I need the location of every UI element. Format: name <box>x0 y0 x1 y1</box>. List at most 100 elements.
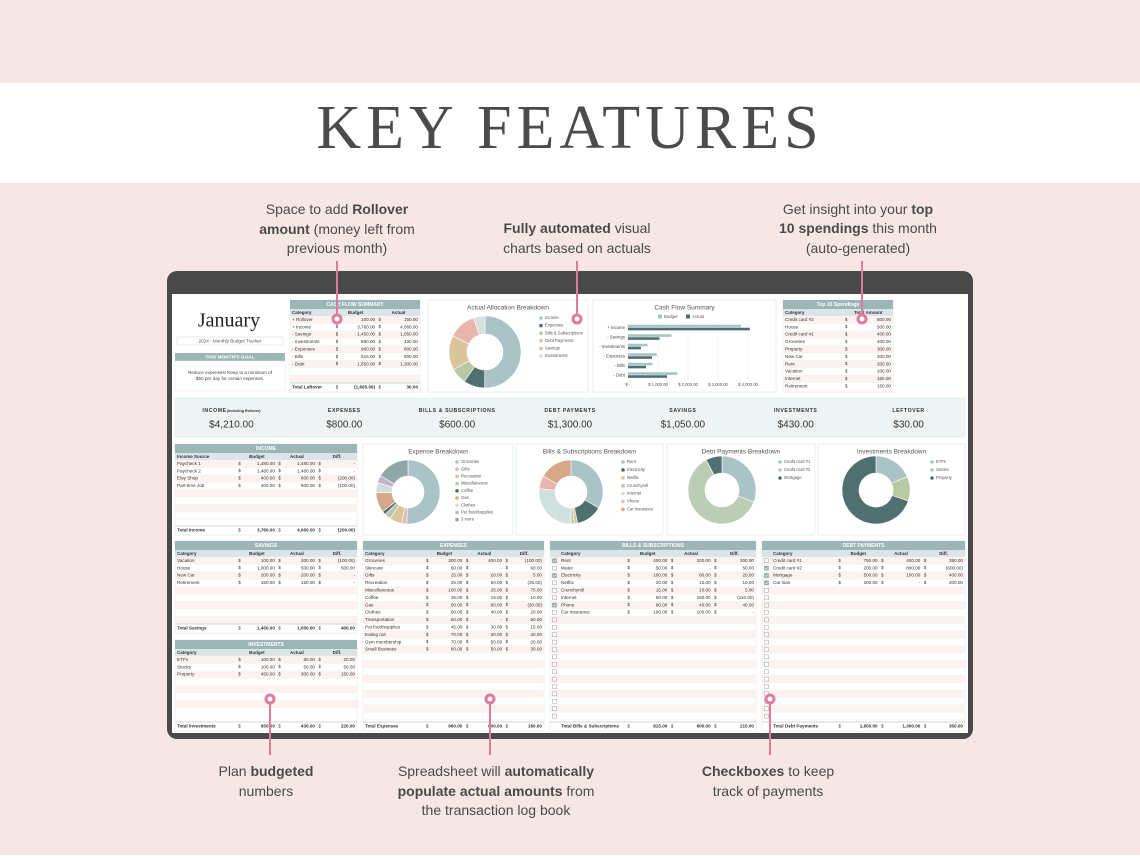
cell: Paycheck 1 <box>177 461 201 466</box>
bar <box>628 372 678 375</box>
chart-title: Investments Breakdown <box>857 449 927 456</box>
table-row <box>362 667 545 676</box>
cell: 100.00 <box>653 573 667 578</box>
currency: $ <box>238 468 241 473</box>
summary-label-text: EXPENSES <box>328 408 361 414</box>
currency: $ <box>379 332 382 337</box>
cell: 100.00 <box>653 610 667 615</box>
checkmark <box>553 603 557 607</box>
table-title: SAVINGS <box>255 543 278 549</box>
chart-title: Cash Flow Summary <box>654 305 715 312</box>
checkbox <box>552 558 557 563</box>
y-tick-label: - Bills <box>614 363 625 368</box>
checkbox <box>552 662 557 667</box>
cell: Etsy Shop <box>177 476 198 481</box>
x-tick-label: $ 1,000.00 <box>648 382 668 387</box>
annotation-text: amount (money left from <box>259 221 415 237</box>
checkbox <box>552 699 557 704</box>
currency: $ <box>238 461 241 466</box>
cell: 80.00 <box>451 647 463 652</box>
currency: $ <box>238 580 241 585</box>
cell: New Car <box>177 573 195 578</box>
currency: $ <box>671 595 674 600</box>
table-row <box>174 678 358 686</box>
checkbox <box>764 632 769 637</box>
currency: $ <box>318 558 321 563</box>
cell: - <box>353 580 355 585</box>
cell: 70.00 <box>451 632 463 637</box>
column-header: Total Amount <box>854 310 883 315</box>
summary-value: $600.00 <box>439 420 476 431</box>
cell: 800.00 <box>404 347 418 352</box>
table-row <box>362 653 545 661</box>
cell: 50.00 <box>344 664 356 669</box>
column-header: Budget <box>851 551 867 556</box>
legend-label: Credit card #2 <box>784 467 811 472</box>
cell: 160.00 <box>528 724 542 729</box>
column-header: Diff. <box>520 551 529 556</box>
legend-label: Stocks <box>936 467 949 472</box>
table-header <box>175 453 357 460</box>
cell: 960.00 <box>361 347 375 352</box>
column-header: Budget <box>348 310 364 315</box>
annotation-part: from <box>563 783 595 799</box>
annotation-text: Spreadsheet will automatically <box>398 763 594 779</box>
checkbox <box>552 565 557 571</box>
currency: $ <box>426 624 429 629</box>
currency: $ <box>845 383 848 388</box>
cell: Total Savings <box>177 626 207 631</box>
currency: $ <box>466 602 469 607</box>
cell: 30.00 <box>407 385 419 390</box>
annotation-part: budgeted <box>250 763 313 779</box>
checkbox <box>764 580 769 586</box>
currency: $ <box>278 461 281 466</box>
cell: Gas <box>365 602 374 607</box>
cell: 1,450.00 <box>257 626 275 631</box>
annotation-text: Plan budgeted <box>219 763 314 779</box>
donut-slice <box>687 459 755 525</box>
currency: $ <box>838 580 841 585</box>
legend-dot <box>455 517 459 522</box>
legend-swatch <box>686 314 690 319</box>
currency: $ <box>318 468 321 473</box>
cell: 300.00 <box>448 558 462 563</box>
goal-title: THIS MONTH'S GOAL <box>205 355 254 361</box>
currency: $ <box>318 724 321 729</box>
cell: 400.00 <box>906 558 920 563</box>
summary-label: EXPENSES <box>328 408 361 414</box>
cell: 50.00 <box>656 595 668 600</box>
cell: 430.00 <box>301 724 315 729</box>
checkbox <box>764 610 769 615</box>
cell: 10.00 <box>743 580 755 585</box>
annotation-text: Space to add Rollover <box>266 201 409 217</box>
currency: $ <box>336 361 339 366</box>
cell: 400.00 <box>877 339 891 344</box>
column-header: Category <box>177 551 197 556</box>
currency: $ <box>426 724 429 729</box>
cell: Small Business <box>365 647 397 652</box>
cell: (25.00) <box>527 580 542 585</box>
currency: $ <box>671 610 674 615</box>
donut-slice <box>484 315 522 389</box>
legend-label: Car Insurance <box>627 507 654 512</box>
table-title: BILLS & SUBSCRIPTIONS <box>622 543 685 549</box>
legend-dot <box>455 474 459 479</box>
currency: $ <box>466 647 469 652</box>
checkbox <box>764 706 769 711</box>
currency: $ <box>336 332 339 337</box>
annotation-part: numbers <box>239 783 293 799</box>
table-row <box>761 682 966 691</box>
cell: 400.00 <box>949 573 963 578</box>
table-row <box>549 593 757 602</box>
cell: Car Insurance <box>561 610 590 615</box>
currency: $ <box>238 476 241 481</box>
checkbox <box>764 654 769 660</box>
table-row <box>549 623 757 632</box>
pin-dot <box>571 313 583 325</box>
currency: $ <box>506 565 509 570</box>
checkmark <box>765 566 769 570</box>
pin-dot <box>764 693 776 705</box>
currency: $ <box>318 483 321 488</box>
cell: Credit card #2 <box>785 317 814 322</box>
pin-dot <box>264 693 276 705</box>
